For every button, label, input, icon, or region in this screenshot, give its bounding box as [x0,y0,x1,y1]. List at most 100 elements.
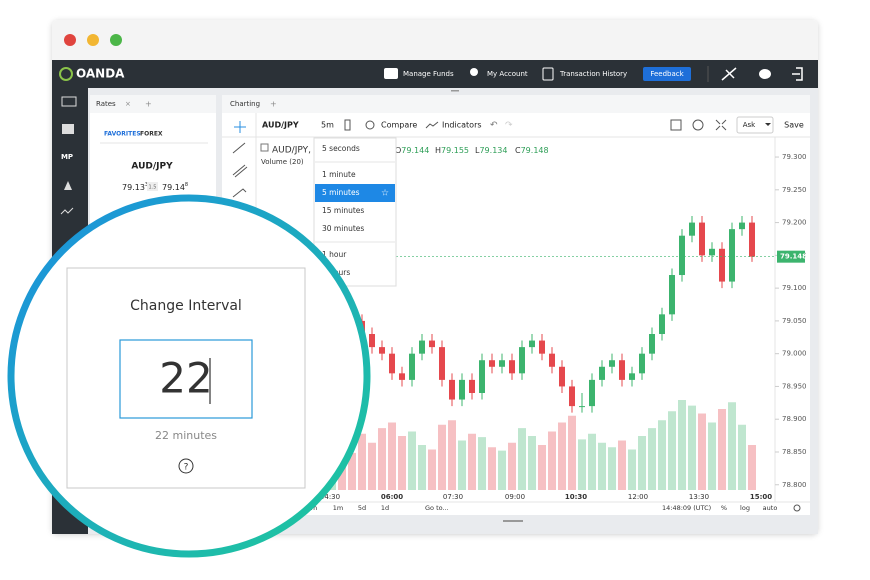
volume-bar [458,440,466,490]
interval-button[interactable]: 5m [321,121,334,130]
side-icon[interactable] [62,124,74,134]
volume-bar [478,437,486,490]
range-button[interactable]: 1m [333,504,343,512]
menu-item[interactable]: 5 seconds [322,144,360,153]
candle-body [669,275,675,315]
chat-icon[interactable] [759,69,771,79]
side-icon[interactable] [64,181,72,190]
brush-tool[interactable] [232,188,247,198]
minimize-dot[interactable] [87,34,99,46]
volume-bar [518,428,526,490]
redo[interactable]: ↷ [505,121,513,131]
price-side-label[interactable]: Ask [743,121,756,129]
legend-key: O [395,146,401,155]
legend-key: L [475,146,480,155]
legend-ohlc: O79.144 H79.155 L79.134 C79.148 [395,146,549,155]
resize-grip[interactable] [503,520,523,522]
menu-item[interactable]: 15 minutes [322,206,364,215]
legend-volume: Volume (20) [261,158,304,166]
scale-option[interactable]: log [740,504,750,512]
help-label[interactable]: ? [184,463,189,473]
charting-tab[interactable]: Charting [230,100,260,108]
expand-icon[interactable] [715,119,727,131]
tab-add[interactable]: + [145,100,152,109]
compare-button[interactable]: Compare [381,121,417,130]
volume-bar [528,436,536,490]
price-side[interactable] [736,116,774,134]
volume-bar [658,420,666,490]
volume-bar [618,440,626,490]
volume-bar [488,447,496,490]
candle-type-icon[interactable] [344,119,351,131]
resize-grip[interactable] [451,90,459,92]
candle-body [419,340,425,354]
fullscreen-box[interactable] [670,119,682,131]
favorite-star[interactable]: ☆ [381,189,389,199]
close-dot[interactable] [64,34,76,46]
candle-body [609,360,615,367]
rates-subtab[interactable]: FOREX [140,131,163,138]
menu-item[interactable]: 1 hour [322,250,347,259]
rates-tab[interactable]: Rates [96,100,116,108]
nav-link[interactable]: My Account [487,70,528,78]
range-button[interactable]: 5d [358,504,366,512]
interval-input-value[interactable]: 22 [159,354,212,403]
volume-bar [668,411,676,490]
candle-body [369,334,375,348]
range-button[interactable]: 1d [381,504,389,512]
candle-body [639,353,645,374]
footer-settings[interactable] [793,504,801,512]
collapse-box[interactable] [260,143,269,152]
rate-bid[interactable]: 79.133 [122,182,148,192]
save-button[interactable]: Save [784,121,804,130]
candle-body [529,340,535,348]
rates-pair[interactable]: AUD/JPY [131,162,173,172]
x-tick-label: 13:30 [689,493,709,501]
help-icon[interactable] [178,458,194,474]
volume-bar [548,431,556,490]
volume-bar [558,422,566,490]
zoom-dot[interactable] [110,34,122,46]
undo[interactable]: ↶ [490,121,498,131]
compare-icon[interactable] [365,120,375,130]
indicators-icon[interactable] [425,121,439,129]
goto-button[interactable]: Go to... [425,504,449,512]
y-tick-label: 79.100 [782,284,807,292]
symbol[interactable]: AUD/JPY [262,121,299,130]
volume-bar [398,436,406,490]
candle-body [689,222,695,236]
side-mp[interactable]: MP [61,153,73,161]
volume-bar [578,439,586,490]
nav-link[interactable]: Transaction History [559,70,627,78]
candle-body [409,353,415,380]
rates-subtab[interactable]: FAVORITES [104,131,141,138]
tab-add[interactable]: + [270,100,277,109]
tools-icon[interactable] [721,67,737,81]
scale-option[interactable]: % [721,504,727,512]
side-icon[interactable] [61,96,77,107]
volume-bar [738,424,746,490]
menu-item[interactable]: 30 minutes [322,224,364,233]
logout-icon[interactable] [792,67,803,81]
settings-icon[interactable] [692,119,704,131]
nav-link[interactable]: Manage Funds [403,70,454,78]
menu-item[interactable]: 1 minute [322,170,356,179]
tab-close[interactable]: × [125,100,131,108]
interval-input[interactable] [119,339,253,419]
volume-bar [538,445,546,490]
volume-bar [408,431,416,490]
candle-body [439,347,445,380]
crosshair-tool[interactable] [234,121,246,133]
line-tool[interactable] [232,142,246,154]
last-price-label: 79.148 [780,253,807,261]
feedback-button[interactable] [643,67,691,81]
side-icon[interactable] [60,207,74,215]
menu-item[interactable]: 5 minutes [322,188,360,197]
legend-symbol: AUD/JPY, [272,146,311,156]
scale-option[interactable]: auto [763,504,778,512]
channel-tool[interactable] [232,164,248,178]
rate-ask[interactable]: 79.148 [162,182,188,192]
indicators-button[interactable]: Indicators [442,121,482,130]
feedback-label[interactable]: Feedback [650,70,684,78]
x-tick-label: 10:30 [565,493,587,501]
